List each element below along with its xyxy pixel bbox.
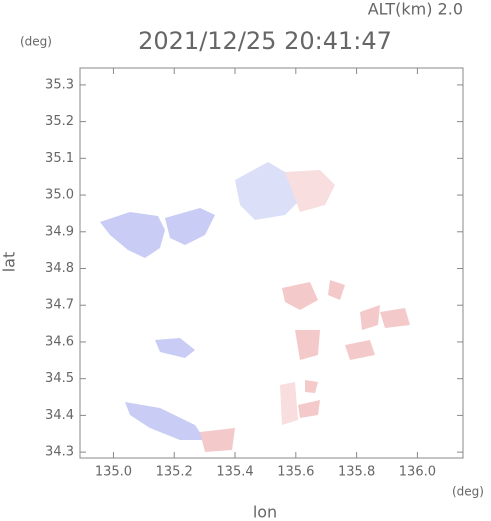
y-tick-label: 35.0 (45, 188, 74, 203)
y-tick-label: 35.3 (45, 77, 74, 92)
y-tick-label: 35.1 (45, 151, 74, 166)
altitude: ALT(km) 2.0 (368, 0, 463, 19)
y-unit: (deg) (20, 35, 52, 49)
x-tick-label: 135.4 (216, 465, 253, 480)
y-tick-label: 34.6 (45, 334, 74, 349)
x-unit: (deg) (452, 485, 484, 499)
echo-field (100, 162, 410, 452)
y-tick-label: 34.7 (45, 298, 74, 313)
x-tick-label: 135.6 (277, 465, 314, 480)
x-tick-label: 135.2 (156, 465, 193, 480)
y-tick-label: 34.3 (45, 445, 74, 460)
y-tick-label: 34.5 (45, 371, 74, 386)
chart-title: 2021/12/25 20:41:47 (138, 27, 392, 55)
x-tick-label: 136.0 (399, 465, 436, 480)
x-tick-label: 135.0 (95, 465, 132, 480)
y-tick-label: 34.4 (45, 408, 74, 423)
y-tick-label: 34.8 (45, 261, 74, 276)
x-axis-label: lon (253, 503, 277, 521)
y-tick-label: 35.2 (45, 114, 74, 129)
plot-frame (79, 67, 464, 459)
x-tick-label: 135.8 (338, 465, 375, 480)
y-axis-label: lat (0, 252, 19, 273)
y-tick-label: 34.9 (45, 224, 74, 239)
